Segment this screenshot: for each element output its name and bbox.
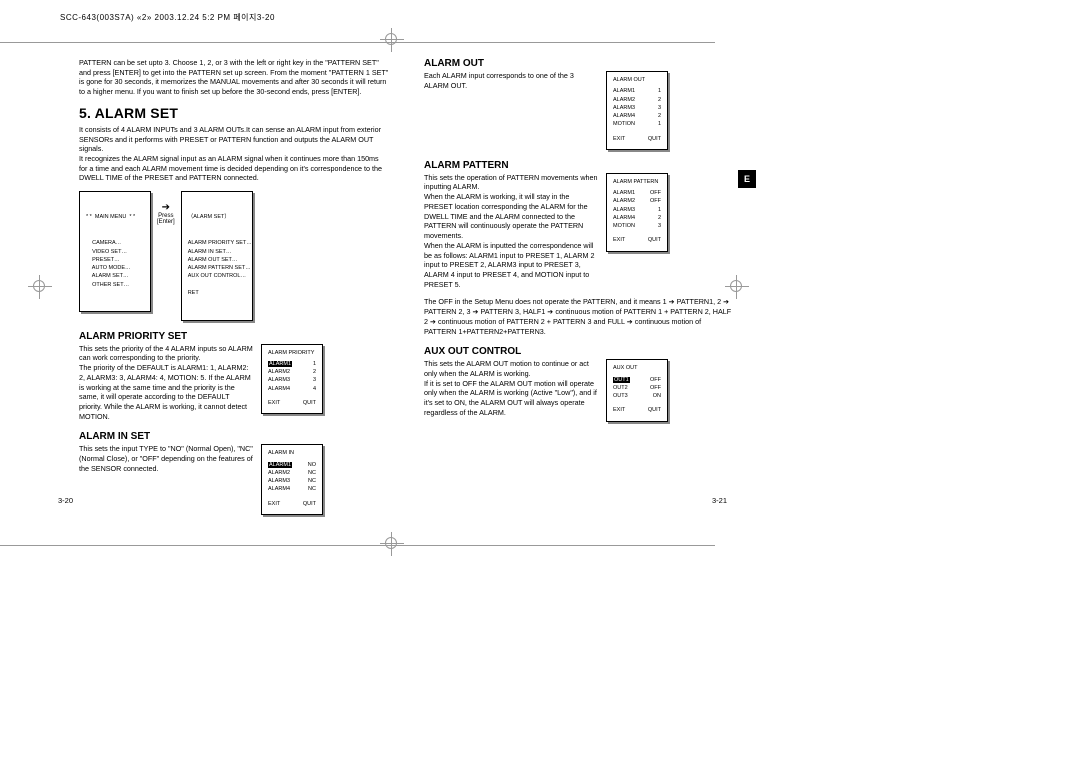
alarm-priority-menu-box: ALARM PRIORITYALARM11ALARM22ALARM33ALARM… (261, 344, 323, 415)
alarm-in-text: This sets the input TYPE to "NO" (Normal… (79, 444, 261, 473)
reg-mark-bottom (380, 532, 404, 556)
main-menu-title: * * MAIN MENU * * (86, 213, 144, 221)
heading-alarm-out: ALARM OUT (424, 58, 740, 69)
reg-mark-left (28, 275, 52, 299)
aux-out-text: This sets the ALARM OUT motion to contin… (424, 359, 606, 417)
aux-out-menu-box: AUX OUTOUT1OFFOUT2OFFOUT3ONEXITQUIT (606, 359, 668, 421)
heading-alarm-priority: ALARM PRIORITY SET (79, 331, 395, 342)
heading-alarm-set: 5. ALARM SET (79, 105, 395, 121)
heading-alarm-in: ALARM IN SET (79, 431, 395, 442)
doc-header: SCC-643(003S7A) «2» 2003.12.24 5:2 PM 페이… (60, 12, 275, 23)
reg-mark-top (380, 28, 404, 52)
alarm-set-menu-title: （ALARM SET） (188, 213, 246, 221)
page-left: PATTERN can be set upto 3. Choose 1, 2, … (55, 58, 395, 515)
heading-aux-out: AUX OUT CONTROL (424, 346, 740, 357)
page-number-right: 3-21 (712, 496, 727, 505)
alarm-set-menu-items: ALARM PRIORITY SET… ALARM IN SET… ALARM … (188, 239, 246, 297)
intro-text: PATTERN can be set upto 3. Choose 1, 2, … (79, 58, 389, 97)
alarm-in-menu-box: ALARM INALARM1NOALARM2NCALARM3NCALARM4NC… (261, 444, 323, 515)
heading-alarm-pattern: ALARM PATTERN (424, 160, 740, 171)
alarm-pattern-text: This sets the operation of PATTERN movem… (424, 173, 606, 290)
crop-line-top (0, 42, 715, 43)
main-menu-items: CAMERA… VIDEO SET… PRESET… AUTO MODE… AL… (86, 239, 144, 289)
press-enter-label: ➔ Press [Enter] (157, 191, 175, 225)
alarm-out-text: Each ALARM input corresponds to one of t… (424, 71, 606, 90)
page-right: ALARM OUT Each ALARM input corresponds t… (400, 58, 740, 422)
main-menu-box: * * MAIN MENU * * CAMERA… VIDEO SET… PRE… (79, 191, 151, 312)
page-number-left: 3-20 (58, 496, 73, 505)
alarm-set-menu-box: （ALARM SET） ALARM PRIORITY SET… ALARM IN… (181, 191, 253, 321)
crop-line-mid (0, 545, 715, 546)
alarm-priority-text: This sets the priority of the 4 ALARM in… (79, 344, 261, 422)
pattern-off-text: The OFF in the Setup Menu does not opera… (424, 297, 734, 336)
alarm-out-menu-box: ALARM OUTALARM11ALARM22ALARM33ALARM42MOT… (606, 71, 668, 150)
language-tab: E (738, 170, 756, 188)
arrow-icon: ➔ (162, 203, 170, 213)
alarm-set-text: It consists of 4 ALARM INPUTs and 3 ALAR… (79, 125, 389, 183)
alarm-pattern-menu-box: ALARM PATTERNALARM1OFFALARM2OFFALARM31AL… (606, 173, 668, 252)
